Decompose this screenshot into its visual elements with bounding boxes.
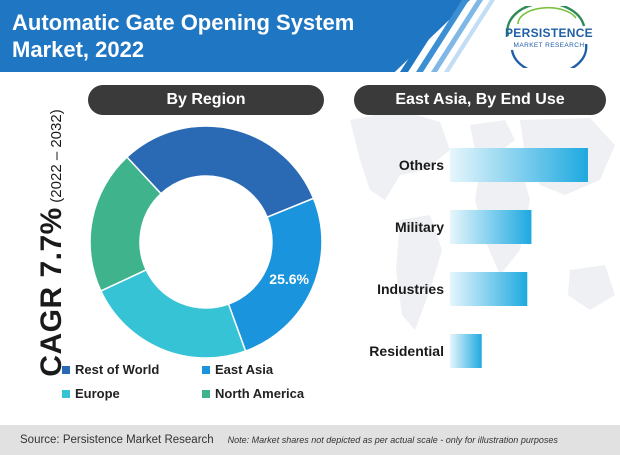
slice-north-america [89, 156, 163, 292]
category-label-military: Military [395, 219, 444, 235]
legend-swatch [62, 365, 70, 374]
legend-item-europe: Europe [62, 386, 120, 401]
bar-industries [450, 272, 528, 306]
legend-swatch [202, 365, 210, 374]
cagr-years: (2022 – 2032) [48, 109, 65, 203]
legend-item-rest-of-world: Rest of World [62, 362, 159, 377]
category-label-industries: Industries [377, 281, 444, 297]
page-title: Automatic Gate Opening System Market, 20… [12, 9, 392, 63]
legend-swatch [202, 389, 210, 398]
legend-item-north-america: North America [202, 386, 304, 401]
legend-label: Europe [75, 386, 120, 401]
legend-item-east-asia: East Asia [202, 362, 273, 377]
slice-europe [99, 268, 247, 359]
data-label-east-asia: 25.6% [269, 271, 309, 287]
legend-label: Rest of World [75, 362, 160, 377]
note-text: Note: Market shares not depicted as per … [227, 435, 558, 445]
east-asia-end-use-title: East Asia, By End Use [354, 85, 606, 115]
slice-east-asia [227, 197, 323, 353]
header-stripes [400, 0, 495, 72]
bar-military [450, 210, 532, 244]
cagr-value: CAGR 7.7% [35, 207, 68, 377]
legend-label: East Asia [215, 362, 274, 377]
category-label-residential: Residential [369, 343, 444, 359]
slice-rest-of-world [125, 125, 315, 219]
category-label-others: Others [399, 157, 444, 173]
region-donut-chart: 25.6% [89, 125, 323, 359]
title-line-2: Market, 2022 [12, 37, 145, 62]
bar-others [450, 148, 588, 182]
end-use-bar-chart: Others Military Industries Residential [369, 148, 588, 368]
region-legend: Rest of World East Asia Europe North Americ… [52, 362, 342, 408]
title-line-1: Automatic Gate Opening System [12, 10, 355, 35]
bar-residential [450, 334, 482, 368]
logo-wordmark: PERSISTENCE [505, 26, 593, 40]
source-text: Source: Persistence Market Research [20, 434, 214, 446]
logo-subtitle: MARKET RESEARCH [513, 42, 585, 49]
by-region-title: By Region [88, 85, 324, 115]
legend-label: North America [215, 386, 305, 401]
company-logo [506, 6, 588, 68]
footer: Source: Persistence Market Research Note… [0, 425, 620, 455]
legend-swatch [62, 389, 70, 398]
header-banner [0, 0, 470, 72]
